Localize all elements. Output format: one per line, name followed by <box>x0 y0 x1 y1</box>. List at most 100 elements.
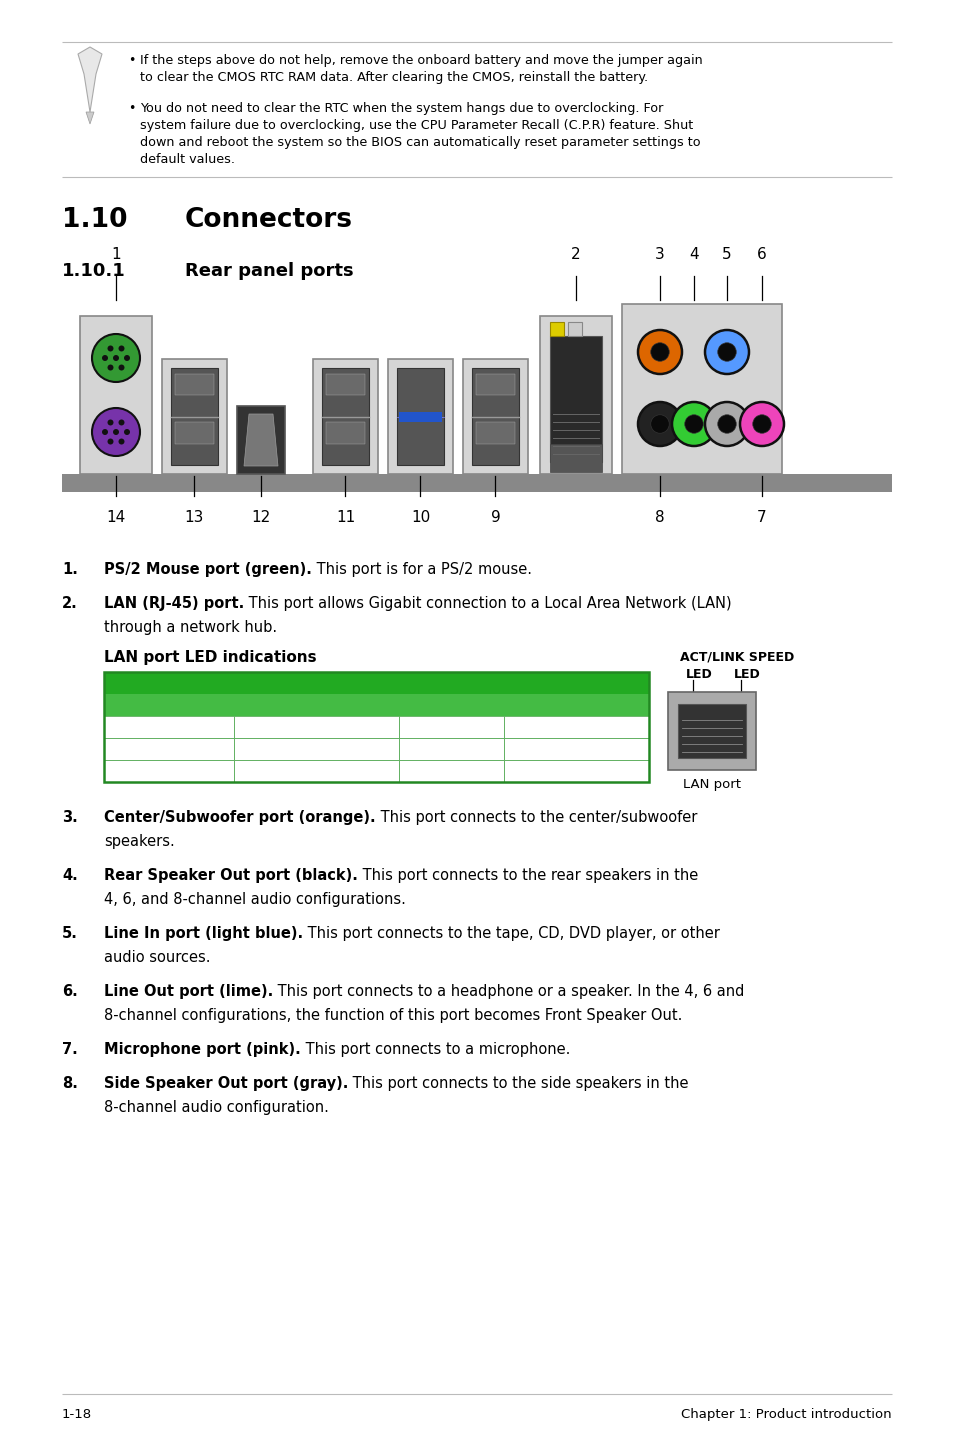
Text: This port is for a PS/2 mouse.: This port is for a PS/2 mouse. <box>312 561 532 577</box>
Text: 100Mbps connection: 100Mbps connection <box>510 742 648 755</box>
Bar <box>621 304 781 474</box>
Circle shape <box>112 430 119 435</box>
Bar <box>503 716 648 737</box>
Text: Line In port (light blue).: Line In port (light blue). <box>104 927 303 941</box>
Text: ORANGE: ORANGE <box>405 742 461 755</box>
Text: 9: 9 <box>490 510 500 526</box>
Bar <box>550 322 563 337</box>
Text: LAN port LED indications: LAN port LED indications <box>104 650 316 664</box>
Circle shape <box>102 430 108 435</box>
Text: This port connects to the tape, CD, DVD player, or other: This port connects to the tape, CD, DVD … <box>303 927 720 941</box>
Bar <box>567 322 581 337</box>
Text: Chapter 1: Product introduction: Chapter 1: Product introduction <box>680 1408 891 1421</box>
Text: 8-channel configurations, the function of this port becomes Front Speaker Out.: 8-channel configurations, the function o… <box>104 1008 681 1022</box>
Text: 2: 2 <box>571 246 580 262</box>
Text: 6.: 6. <box>62 984 77 1000</box>
Circle shape <box>638 329 681 374</box>
Text: LAN (RJ-45) port.: LAN (RJ-45) port. <box>104 596 244 611</box>
Bar <box>104 695 233 716</box>
Polygon shape <box>78 47 102 112</box>
Bar <box>80 316 152 474</box>
Text: This port connects to the center/subwoofer: This port connects to the center/subwoof… <box>375 811 697 825</box>
Bar <box>104 716 233 737</box>
Text: LAN port: LAN port <box>682 778 740 790</box>
Bar <box>667 692 755 770</box>
Text: 1Gbps connection: 1Gbps connection <box>510 765 630 778</box>
Bar <box>472 368 518 465</box>
Circle shape <box>704 402 748 445</box>
Circle shape <box>704 329 748 374</box>
Text: This port connects to the rear speakers in the: This port connects to the rear speakers … <box>357 868 698 884</box>
Text: 6: 6 <box>757 246 766 262</box>
Polygon shape <box>86 112 94 125</box>
Text: Center/Subwoofer port (orange).: Center/Subwoofer port (orange). <box>104 811 375 825</box>
Text: 1: 1 <box>112 246 121 262</box>
Bar <box>326 422 365 444</box>
Bar <box>233 737 398 760</box>
Circle shape <box>108 365 113 371</box>
Bar <box>233 695 398 716</box>
Bar <box>539 316 612 474</box>
Circle shape <box>740 402 783 445</box>
Bar <box>233 716 398 737</box>
Text: 10: 10 <box>411 510 430 526</box>
Bar <box>398 760 503 782</box>
Text: 12: 12 <box>251 510 271 526</box>
Bar <box>398 737 503 760</box>
Circle shape <box>124 430 130 435</box>
Text: down and reboot the system so the BIOS can automatically reset parameter setting: down and reboot the system so the BIOS c… <box>140 136 700 149</box>
Circle shape <box>638 402 681 445</box>
Text: 1.: 1. <box>62 561 78 577</box>
Text: Speed LED: Speed LED <box>405 676 484 689</box>
Bar <box>322 368 369 465</box>
Text: default values.: default values. <box>140 153 234 166</box>
Circle shape <box>124 355 130 361</box>
Text: ORANGE: ORANGE <box>110 742 167 755</box>
Text: Rear panel ports: Rear panel ports <box>185 262 354 281</box>
Circle shape <box>118 420 125 425</box>
Circle shape <box>671 402 716 445</box>
Text: 1-18: 1-18 <box>62 1408 92 1421</box>
Bar <box>233 760 398 782</box>
Bar <box>476 374 515 395</box>
Text: 10Mbps connection: 10Mbps connection <box>510 720 639 733</box>
Text: 8: 8 <box>655 510 664 526</box>
Text: ACT/LINK SPEED: ACT/LINK SPEED <box>679 650 794 663</box>
Bar <box>313 359 377 474</box>
Bar <box>104 760 233 782</box>
Circle shape <box>717 415 736 434</box>
Circle shape <box>112 355 119 361</box>
Text: Description: Description <box>240 697 326 712</box>
Text: Microphone port (pink).: Microphone port (pink). <box>104 1042 300 1057</box>
Text: through a network hub.: through a network hub. <box>104 620 276 634</box>
Text: 11: 11 <box>335 510 355 526</box>
Bar <box>398 716 503 737</box>
Circle shape <box>684 415 702 434</box>
Text: If the steps above do not help, remove the onboard battery and move the jumper a: If the steps above do not help, remove t… <box>140 54 702 67</box>
Text: 5: 5 <box>721 246 731 262</box>
Text: 3: 3 <box>655 246 664 262</box>
Text: This port connects to a headphone or a speaker. In the 4, 6 and: This port connects to a headphone or a s… <box>273 984 744 1000</box>
Bar <box>396 368 443 465</box>
Bar <box>503 737 648 760</box>
Text: 8.: 8. <box>62 1075 78 1091</box>
Text: 4.: 4. <box>62 868 77 884</box>
Bar <box>550 444 601 473</box>
Text: You do not need to clear the RTC when the system hangs due to overclocking. For: You do not need to clear the RTC when th… <box>140 102 662 115</box>
Bar <box>462 359 527 474</box>
Text: This port connects to a microphone.: This port connects to a microphone. <box>300 1042 570 1057</box>
Text: 1.10: 1.10 <box>62 208 128 233</box>
Circle shape <box>650 415 669 434</box>
Text: 1.10.1: 1.10.1 <box>62 262 126 281</box>
Bar <box>104 737 233 760</box>
Bar <box>398 695 503 716</box>
Text: 8-channel audio configuration.: 8-channel audio configuration. <box>104 1100 329 1116</box>
Text: speakers.: speakers. <box>104 833 174 849</box>
Bar <box>398 411 441 421</box>
Circle shape <box>102 355 108 361</box>
Text: 14: 14 <box>107 510 126 526</box>
Text: Status: Status <box>110 697 158 712</box>
Text: Side Speaker Out port (gray).: Side Speaker Out port (gray). <box>104 1075 348 1091</box>
Circle shape <box>108 420 113 425</box>
Text: LED: LED <box>685 667 712 682</box>
